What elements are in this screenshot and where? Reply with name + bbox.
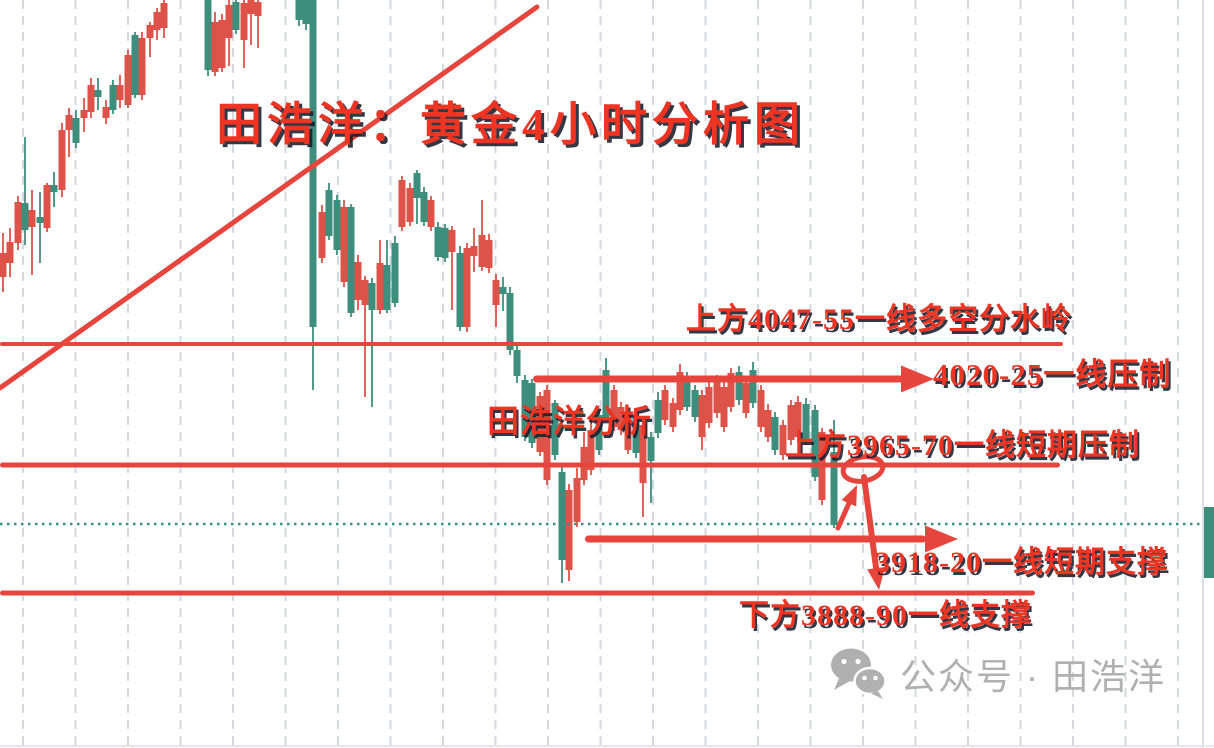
page-title: 田浩洋：黄金4小时分析图	[216, 99, 805, 150]
support-3888-label: 下方3888-90一线支撑	[739, 599, 1032, 632]
resistance-4047-55	[0, 342, 1063, 346]
watermark: 公众号 · 田浩洋	[830, 648, 1166, 700]
support-3918-20	[585, 535, 926, 543]
bounce-arrow	[835, 500, 852, 531]
resistance-4020-25	[533, 375, 905, 383]
resistance-3965-70	[0, 462, 1060, 468]
rising-trend-line	[0, 4, 540, 391]
resistance-3965-label: 上方3965-70一线短期压制	[785, 429, 1140, 462]
support-3918-label: 3918-20一线短期支撑	[875, 546, 1168, 579]
candles-layer	[0, 0, 1214, 583]
analyst-chart-label: 田浩洋分析	[487, 403, 653, 439]
watermark-text: 公众号 · 田浩洋	[900, 656, 1166, 697]
resistance-4047-label: 上方4047-55一线多空分水岭	[686, 303, 1072, 336]
drop-arrow	[861, 474, 880, 572]
support-3888-90	[0, 590, 1035, 596]
wechat-icon	[831, 648, 887, 699]
resistance-4020-label: 4020-25一线压制	[933, 357, 1172, 392]
annotation-drawings-layer	[0, 4, 1203, 596]
